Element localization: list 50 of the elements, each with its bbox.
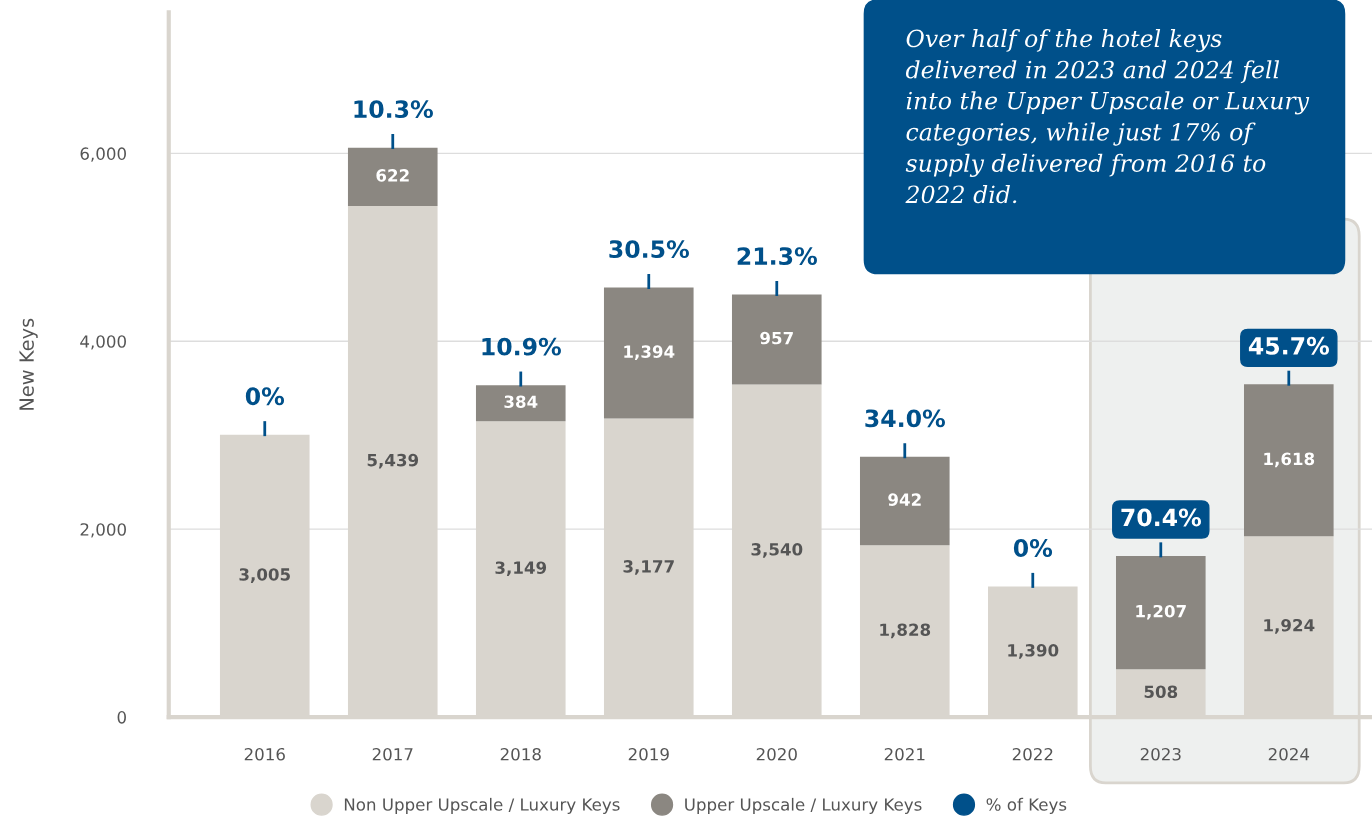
annotation: 34.0% [865, 409, 945, 428]
data-label: 3,177 [623, 560, 674, 575]
data-label: 3,540 [751, 543, 803, 558]
bar [347, 147, 438, 207]
bar [859, 456, 950, 546]
annotation: 21.3% [737, 247, 817, 265]
data-label: 3,149 [495, 561, 547, 577]
annotation: 70.4% [1121, 508, 1201, 527]
bar [1244, 384, 1334, 537]
y-tick-label: 2,000 [80, 523, 126, 538]
y-tick-label: 6,000 [80, 147, 126, 162]
data-label: 1,618 [1264, 452, 1315, 468]
data-label: 508 [1144, 685, 1178, 699]
x-tick-label: 2017 [372, 747, 413, 761]
data-label: 622 [376, 169, 409, 182]
data-label: 942 [888, 493, 921, 506]
bar [603, 287, 694, 419]
data-label: 3,005 [239, 568, 290, 583]
annotation: 10.3% [354, 100, 433, 119]
data-label: 384 [504, 395, 538, 409]
annotation: Over half of the hotel keys delivered in 2023 and 2024 fell into the Upper Upscale or Luxury categories, while just 17% of supply delivered from 2016 to 2022 did. [905, 29, 1310, 204]
x-tick-label: 2022 [1012, 747, 1053, 761]
data-label: 957 [760, 331, 793, 345]
x-tick-label: 2018 [500, 747, 541, 761]
x-tick-label: 2020 [756, 747, 797, 761]
legend-label: Non Upper Upscale / Luxury Keys [344, 797, 620, 814]
y-tick-label: 4,000 [80, 335, 126, 350]
x-tick-label: 2024 [1268, 747, 1310, 761]
legend-label: Upper Upscale / Luxury Keys [685, 797, 922, 814]
x-tick-label: 2019 [628, 747, 669, 761]
annotation: 30.5% [609, 240, 689, 259]
data-label: 1,394 [624, 345, 675, 361]
annotation: 10.9% [482, 337, 561, 356]
data-label: 5,439 [367, 453, 419, 469]
legend-label: % of Keys [986, 797, 1067, 814]
annotation: 0% [1013, 539, 1053, 557]
bar [475, 385, 566, 422]
data-label: 1,390 [1008, 644, 1059, 659]
y-axis-title: New Keys [19, 318, 38, 410]
data-label: 1,828 [880, 623, 931, 639]
x-tick-label: 2021 [884, 747, 925, 761]
annotation: 0% [245, 387, 285, 406]
x-tick-label: 2023 [1140, 747, 1181, 761]
bar [731, 294, 822, 385]
annotation: 45.7% [1248, 336, 1329, 355]
data-label: 1,924 [1264, 618, 1315, 634]
y-tick-label: 0 [117, 711, 126, 724]
data-label: 1,207 [1136, 604, 1186, 620]
bar [1115, 555, 1206, 670]
x-tick-label: 2016 [244, 747, 285, 761]
